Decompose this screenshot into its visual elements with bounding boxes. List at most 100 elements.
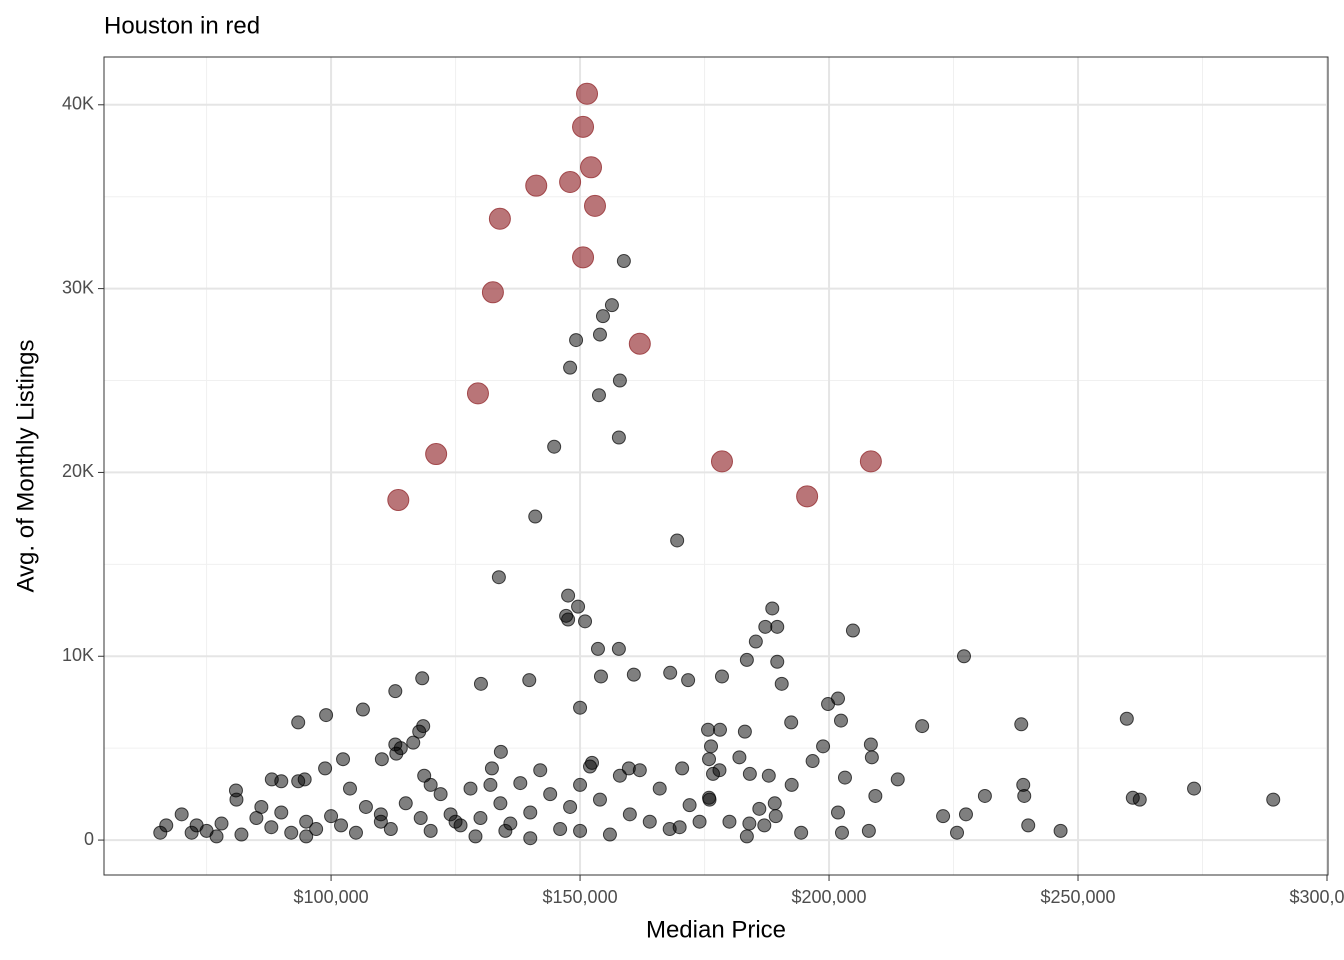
point [563,799,578,814]
point [547,439,562,454]
y-tick-label: 20K [62,461,94,481]
point [174,807,189,822]
point [523,805,538,820]
point [752,801,767,816]
point [572,246,595,269]
point [387,489,410,512]
point [702,752,717,767]
point [765,601,780,616]
point [561,612,576,627]
point [592,792,607,807]
point [714,669,729,684]
point [770,654,785,669]
point [602,827,617,842]
point [845,623,860,638]
point [767,796,782,811]
point [159,818,174,833]
point [863,737,878,752]
point [528,509,543,524]
point [388,684,403,699]
point [768,809,783,824]
point [958,807,973,822]
point [774,676,789,691]
point [583,759,598,774]
chart-title: Houston in red [104,12,260,39]
point [383,822,398,837]
point [571,599,586,614]
point [334,818,349,833]
point [816,739,831,754]
point [576,82,599,105]
point [1187,781,1202,796]
point [670,533,685,548]
point [358,799,373,814]
point [234,827,249,842]
point [209,829,224,844]
point [374,752,389,767]
point [712,722,727,737]
point [573,700,588,715]
point [662,822,677,837]
point [319,708,334,723]
point [254,799,269,814]
point [864,750,879,765]
point [493,796,508,811]
point [468,829,483,844]
point [297,772,312,787]
point [413,811,428,826]
point [675,761,690,776]
point [1053,823,1068,838]
point [491,570,506,585]
point [915,719,930,734]
point [484,761,499,776]
point [936,809,951,824]
point [732,750,747,765]
point [833,713,848,728]
point [950,825,965,840]
point [622,807,637,822]
point [373,807,388,822]
point [488,207,511,230]
point [523,831,538,846]
point [859,450,882,473]
point [834,825,849,840]
point [533,763,548,778]
point [702,792,717,807]
point [291,715,306,730]
point [1266,792,1281,807]
point [318,761,333,776]
point [1132,792,1147,807]
point [309,822,324,837]
point [483,777,498,792]
point [784,715,799,730]
point [513,776,528,791]
point [561,588,576,603]
y-tick-label: 0 [84,829,94,849]
point [553,822,568,837]
point [784,777,799,792]
point [229,792,244,807]
point [578,614,593,629]
point [559,170,582,193]
point [1119,711,1134,726]
point [1021,818,1036,833]
point [742,816,757,831]
point [626,667,641,682]
point [264,820,279,835]
point [837,770,852,785]
point [299,814,314,829]
point [831,805,846,820]
point [573,823,588,838]
point [274,805,289,820]
point [737,724,752,739]
point [580,156,603,179]
point [481,281,504,304]
point [868,788,883,803]
point [861,823,876,838]
point [543,787,558,802]
point [423,777,438,792]
point [652,781,667,796]
x-tick-label: $200,000 [791,887,866,907]
